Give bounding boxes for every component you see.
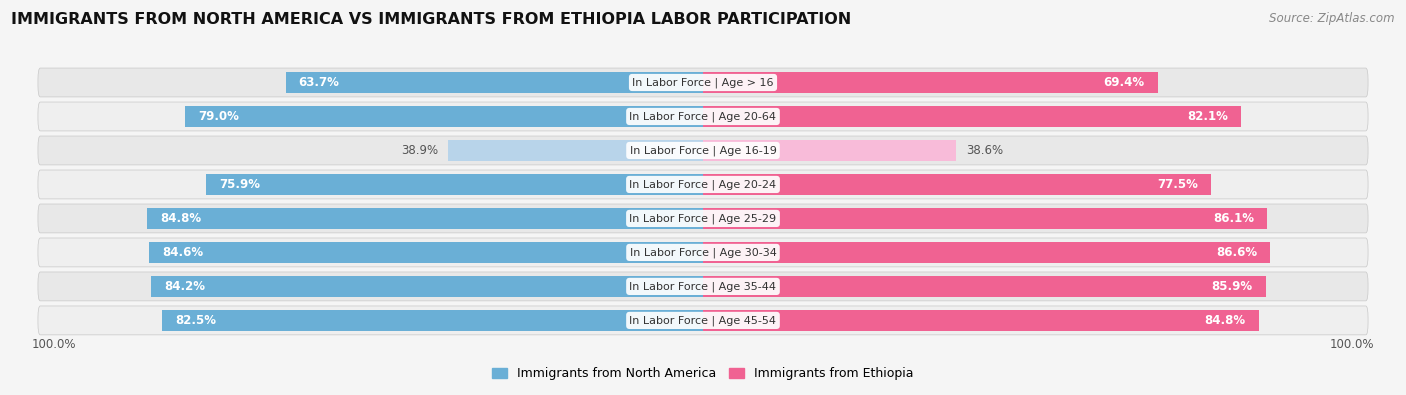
Text: 79.0%: 79.0%: [198, 110, 239, 123]
FancyBboxPatch shape: [38, 204, 1368, 233]
Text: 77.5%: 77.5%: [1157, 178, 1198, 191]
Bar: [205, 174, 703, 195]
Bar: [703, 242, 1271, 263]
Bar: [703, 208, 1267, 229]
Text: 100.0%: 100.0%: [1330, 339, 1375, 352]
Text: In Labor Force | Age 35-44: In Labor Force | Age 35-44: [630, 281, 776, 292]
FancyBboxPatch shape: [38, 68, 1368, 97]
Text: In Labor Force | Age 20-64: In Labor Force | Age 20-64: [630, 111, 776, 122]
Bar: [285, 72, 703, 93]
Bar: [703, 106, 1241, 127]
Bar: [703, 310, 1258, 331]
Text: 84.6%: 84.6%: [162, 246, 202, 259]
FancyBboxPatch shape: [38, 238, 1368, 267]
Text: IMMIGRANTS FROM NORTH AMERICA VS IMMIGRANTS FROM ETHIOPIA LABOR PARTICIPATION: IMMIGRANTS FROM NORTH AMERICA VS IMMIGRA…: [11, 12, 852, 27]
FancyBboxPatch shape: [38, 136, 1368, 165]
Bar: [703, 72, 1157, 93]
Bar: [703, 174, 1211, 195]
FancyBboxPatch shape: [38, 306, 1368, 335]
Bar: [163, 310, 703, 331]
FancyBboxPatch shape: [38, 272, 1368, 301]
Text: 85.9%: 85.9%: [1212, 280, 1253, 293]
Text: 84.8%: 84.8%: [1205, 314, 1246, 327]
Legend: Immigrants from North America, Immigrants from Ethiopia: Immigrants from North America, Immigrant…: [488, 362, 918, 385]
FancyBboxPatch shape: [38, 170, 1368, 199]
Text: In Labor Force | Age 16-19: In Labor Force | Age 16-19: [630, 145, 776, 156]
Bar: [703, 276, 1265, 297]
Bar: [152, 276, 703, 297]
Bar: [186, 106, 703, 127]
Text: 63.7%: 63.7%: [298, 76, 340, 89]
Bar: [449, 140, 703, 161]
Text: In Labor Force | Age > 16: In Labor Force | Age > 16: [633, 77, 773, 88]
Text: 82.1%: 82.1%: [1187, 110, 1227, 123]
Text: 86.6%: 86.6%: [1216, 246, 1257, 259]
Text: 82.5%: 82.5%: [176, 314, 217, 327]
Text: 84.2%: 84.2%: [165, 280, 205, 293]
Text: 75.9%: 75.9%: [219, 178, 260, 191]
Text: 86.1%: 86.1%: [1213, 212, 1254, 225]
Text: In Labor Force | Age 45-54: In Labor Force | Age 45-54: [630, 315, 776, 325]
Bar: [703, 140, 956, 161]
Text: 69.4%: 69.4%: [1104, 76, 1144, 89]
Text: Source: ZipAtlas.com: Source: ZipAtlas.com: [1270, 12, 1395, 25]
Text: In Labor Force | Age 30-34: In Labor Force | Age 30-34: [630, 247, 776, 258]
Text: 38.9%: 38.9%: [401, 144, 439, 157]
Text: 38.6%: 38.6%: [966, 144, 1002, 157]
Bar: [148, 208, 703, 229]
Text: 100.0%: 100.0%: [31, 339, 76, 352]
FancyBboxPatch shape: [38, 102, 1368, 131]
Text: 84.8%: 84.8%: [160, 212, 201, 225]
Bar: [149, 242, 703, 263]
Text: In Labor Force | Age 25-29: In Labor Force | Age 25-29: [630, 213, 776, 224]
Text: In Labor Force | Age 20-24: In Labor Force | Age 20-24: [630, 179, 776, 190]
